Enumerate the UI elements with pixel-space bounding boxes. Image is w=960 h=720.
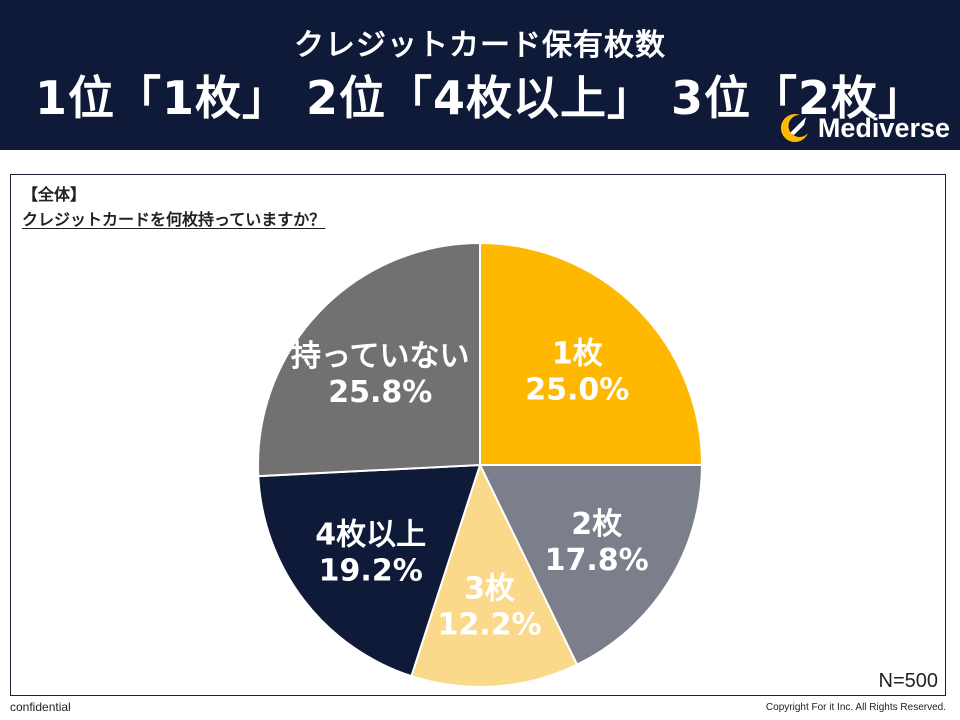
slice-label-2: 3枚 xyxy=(464,571,515,606)
slice-value-0: 25.0% xyxy=(525,373,629,408)
pie-slice-2 xyxy=(410,462,579,688)
sample-size: N=500 xyxy=(878,670,939,692)
pie-slice-0 xyxy=(479,241,704,466)
slice-value-4: 25.8% xyxy=(328,375,432,410)
segment-tag: 【全体】 xyxy=(22,185,87,204)
slice-value-3: 19.2% xyxy=(319,554,423,589)
footer-copyright: Copyright For it Inc. All Rights Reserve… xyxy=(765,702,946,713)
slice-label-1: 2枚 xyxy=(571,507,622,542)
survey-question: クレジットカードを何枚持っていますか？ xyxy=(22,210,326,229)
slice-value-1: 17.8% xyxy=(545,543,649,578)
slice-label-0: 1枚 xyxy=(552,337,603,372)
brand-logo: Mediverse xyxy=(778,110,950,146)
page-title: 1位「1枚」 2位「4枚以上」 3位「2枚」 xyxy=(34,71,926,125)
slice-label-4: 持っていない xyxy=(291,339,470,374)
rocket-moon-icon xyxy=(780,114,808,143)
page-subtitle: クレジットカード保有枚数 xyxy=(294,28,666,63)
footer-confidential: confidential xyxy=(10,700,71,714)
pie-slice-1 xyxy=(478,464,704,667)
slice-label-3: 4枚以上 xyxy=(315,518,426,553)
pie-slice-4 xyxy=(257,241,481,478)
slice-value-2: 12.2% xyxy=(437,607,541,642)
header-banner: クレジットカード保有枚数 1位「1枚」 2位「4枚以上」 3位「2枚」 Medi… xyxy=(0,0,960,150)
pie-slice-3 xyxy=(257,463,482,678)
brand-name: Mediverse xyxy=(817,112,950,143)
